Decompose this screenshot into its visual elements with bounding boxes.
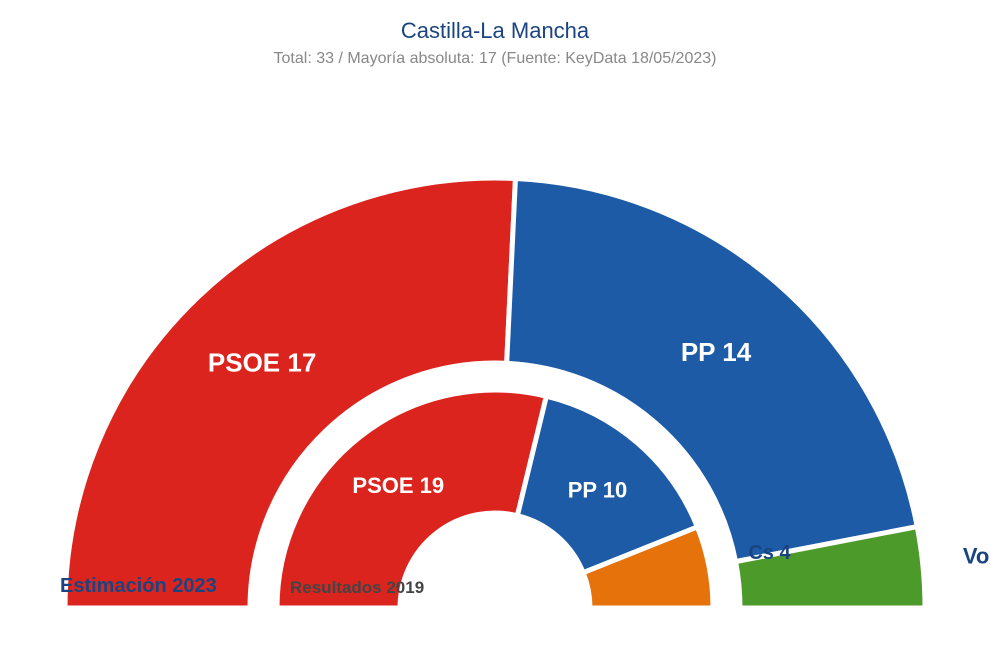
inner-ring-caption: Resultados 2019 [290,578,424,598]
hemicycle-chart: PSOE 17 PP 14 Vox 2 PSOE 19 PP 10 Cs 4 Estima… [0,68,990,628]
outer-label-pp: PP 14 [681,337,752,367]
inner-label-pp: PP 10 [568,478,628,503]
chart-title: Castilla-La Mancha [0,18,990,44]
chart-subtitle: Total: 33 / Mayoría absoluta: 17 (Fuente… [0,50,990,68]
inner-label-psoe: PSOE 19 [352,473,444,498]
outer-ring-caption: Estimación 2023 [60,575,217,598]
inner-label-cs: Cs 4 [748,542,791,564]
outer-label-psoe: PSOE 17 [208,348,316,378]
outer-label-vox: Vox 2 [963,543,990,568]
